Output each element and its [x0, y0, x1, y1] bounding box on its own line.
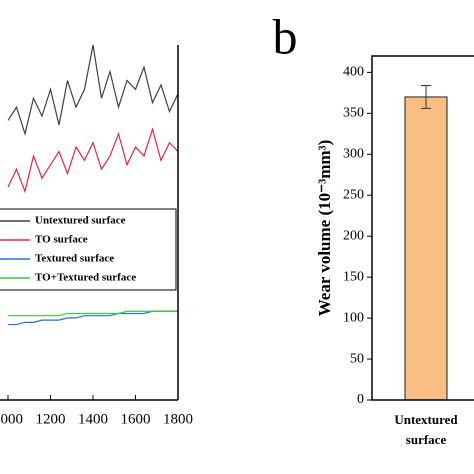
plot-frame	[371, 55, 474, 401]
y-tick-label: 0	[357, 392, 364, 407]
y-tick-label: 250	[343, 187, 364, 202]
y-tick-label: 400	[343, 65, 364, 80]
data-line	[8, 310, 178, 317]
data-line	[7, 44, 179, 136]
y-tick-label: 300	[343, 147, 364, 162]
data-line	[7, 127, 179, 194]
x-tick-label: 1800	[163, 411, 193, 427]
x-tick-label: 1600	[121, 411, 151, 427]
legend-box	[0, 208, 177, 291]
error-bar	[421, 84, 431, 109]
x-tick-label: Untextured surface	[394, 412, 458, 447]
bar	[404, 96, 448, 401]
panel-label: b	[273, 8, 298, 64]
y-tick-label: 100	[343, 310, 364, 325]
y-tick-label: 200	[343, 228, 364, 243]
x-tick-label: 1200	[36, 411, 66, 427]
data-line	[8, 310, 178, 326]
x-tick-label: 1000	[0, 411, 23, 427]
legend-label: TO+Textured surface	[35, 272, 136, 284]
legend-label: Textured surface	[35, 253, 114, 265]
y-tick-label: 50	[350, 351, 364, 366]
legend-label: Untextured surface	[35, 215, 126, 227]
y-tick-label: 350	[343, 106, 364, 121]
y-tick-label: 150	[343, 269, 364, 284]
legend-label: TO surface	[35, 234, 88, 246]
x-tick-label: 1400	[78, 411, 108, 427]
y-axis-label: Wear volume (10⁻³mm³)	[315, 140, 334, 317]
